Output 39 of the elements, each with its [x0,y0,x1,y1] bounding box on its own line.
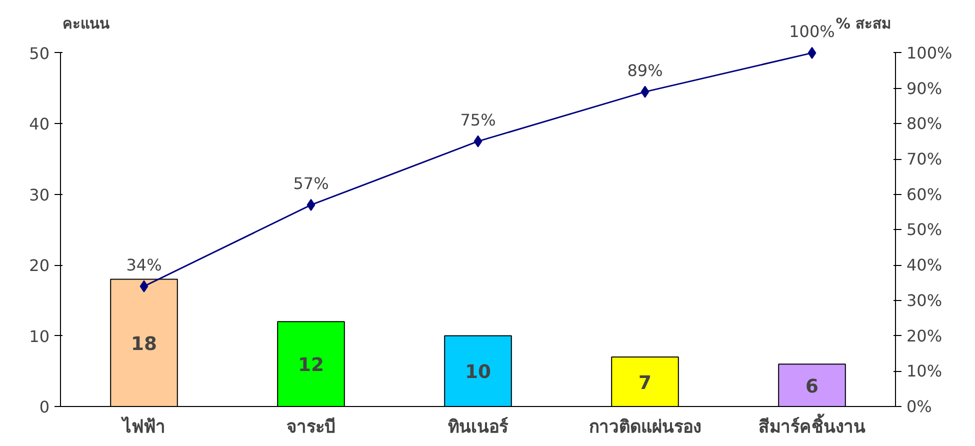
x-tick-label: สีมาร์คชิ้นงาน [758,414,866,438]
data-label: 12 [298,355,324,376]
point [640,86,650,98]
y-tick-label: 0 [39,398,50,416]
x-tick-label: ทินเนอร์ [448,416,509,438]
point [306,198,316,211]
y2-tick-label: 10% [906,362,942,381]
y2-tick-label: 20% [906,326,942,346]
data-label: 100% [789,22,835,41]
y-tick-label: 30 [29,185,50,204]
data-label: 18 [131,334,157,355]
y2-tick-label: 50% [906,220,942,240]
data-label: 10 [465,362,491,384]
y-axis-title: คะแนน [62,16,110,32]
point [140,280,148,292]
y2-tick-label: 70% [906,150,942,168]
y2-tick-label: 60% [906,184,942,204]
point [808,46,816,59]
y-tick-label: 40 [29,114,50,134]
y2-axis-title: % สะสม [836,16,892,32]
data-label: 57% [293,174,329,193]
x-tick-label: ไฟฟ้า [120,416,166,438]
point [474,135,482,148]
y-tick-label: 10 [29,326,50,346]
data-label: 89% [627,60,663,80]
data-label: 6 [806,376,818,398]
y2-tick-label: 30% [906,290,942,310]
data-label: 7 [638,372,652,394]
x-tick-label: กาวติดแผ่นรอง [589,418,701,438]
y2-tick-label: 0% [906,397,932,416]
data-label: 75% [460,110,496,130]
data-label: 34% [126,255,162,274]
y-tick-label: 50 [29,44,50,63]
x-tick-label: จาระบี [286,416,336,438]
y-tick-label: 20 [29,256,50,276]
y2-tick-label: 90% [906,78,942,98]
y2-tick-label: 40% [906,256,942,275]
y2-tick-label: 100% [906,43,952,62]
y2-tick-label: 80% [906,114,942,134]
